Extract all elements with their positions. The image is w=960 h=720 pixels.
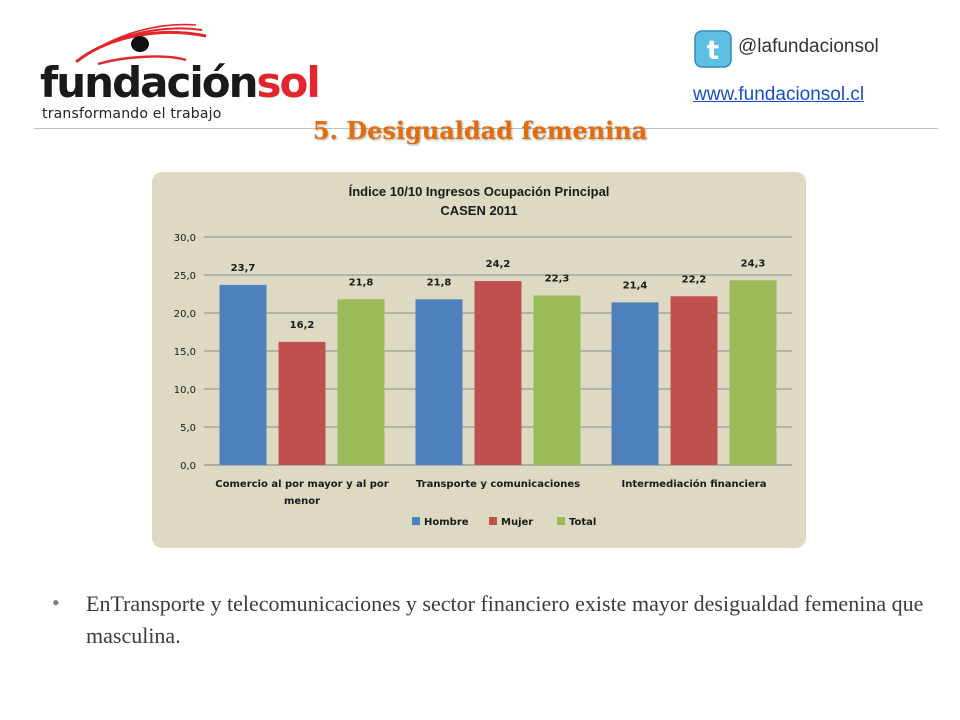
data-label: 16,2 — [290, 320, 315, 331]
bar-mujer — [474, 281, 522, 465]
twitter-handle[interactable]: @lafundacionsol — [738, 36, 879, 57]
x-category-label: menor — [284, 496, 320, 507]
logo-wordmark: fundaciónsol — [40, 62, 321, 104]
data-label: 21,8 — [349, 277, 374, 288]
slide-title: 5. Desigualdad femenina — [312, 116, 648, 145]
legend-label-total: Total — [569, 517, 596, 528]
chart-title-line-1: Índice 10/10 Ingresos Ocupación Principa… — [349, 184, 610, 199]
eye-logo-icon — [75, 23, 207, 66]
legend-swatch-total — [557, 517, 565, 525]
data-label: 24,3 — [741, 258, 766, 269]
bar-total — [533, 295, 581, 465]
legend-swatch-hombre — [412, 517, 420, 525]
bar-mujer — [278, 341, 326, 465]
y-tick-label: 25,0 — [174, 271, 196, 282]
y-tick-label: 15,0 — [174, 347, 196, 358]
chart-panel: Índice 10/10 Ingresos Ocupación Principa… — [152, 172, 806, 548]
y-tick-label: 5,0 — [180, 423, 196, 434]
data-label: 22,3 — [545, 274, 570, 285]
data-label: 22,2 — [682, 274, 707, 285]
bar-total — [729, 280, 777, 465]
bullet-text: EnTransporte y telecomunicaciones y sect… — [86, 591, 924, 648]
bar-hombre — [611, 302, 659, 465]
logo-word-fundacion: fundación — [40, 58, 259, 107]
legend-swatch-mujer — [489, 517, 497, 525]
svg-text:t: t — [707, 36, 719, 66]
bullet-dot-icon: • — [52, 590, 60, 615]
bar-mujer — [670, 296, 718, 465]
data-label: 24,2 — [486, 259, 511, 270]
logo-tagline: transformando el trabajo — [42, 106, 222, 122]
data-label: 21,8 — [427, 277, 452, 288]
bar-chart: Índice 10/10 Ingresos Ocupación Principa… — [174, 184, 792, 528]
chart-title-line-2: CASEN 2011 — [440, 203, 517, 218]
bar-total — [337, 299, 385, 465]
logo-word-sol: sol — [256, 58, 321, 107]
bar-hombre — [415, 299, 463, 465]
x-category-label: Intermediación financiera — [622, 478, 767, 490]
website-link[interactable]: www.fundacionsol.cl — [693, 84, 865, 105]
bullet-point: • EnTransporte y telecomunicaciones y se… — [52, 588, 932, 652]
twitter-bird-icon[interactable]: t — [694, 30, 732, 68]
y-tick-label: 10,0 — [174, 385, 196, 396]
data-label: 23,7 — [231, 263, 256, 274]
x-category-label: Transporte y comunicaciones — [416, 479, 580, 490]
x-category-label: Comercio al por mayor y al por — [215, 479, 388, 490]
legend-label-hombre: Hombre — [424, 517, 469, 528]
y-tick-label: 0,0 — [180, 461, 196, 472]
data-label: 21,4 — [623, 280, 648, 291]
legend-label-mujer: Mujer — [501, 517, 533, 528]
bar-hombre — [219, 284, 267, 465]
fundacion-sol-logo: fundaciónsol transformando el trabajo — [36, 18, 321, 128]
header-divider — [34, 128, 938, 129]
y-tick-label: 20,0 — [174, 309, 196, 320]
y-tick-label: 30,0 — [174, 233, 196, 244]
